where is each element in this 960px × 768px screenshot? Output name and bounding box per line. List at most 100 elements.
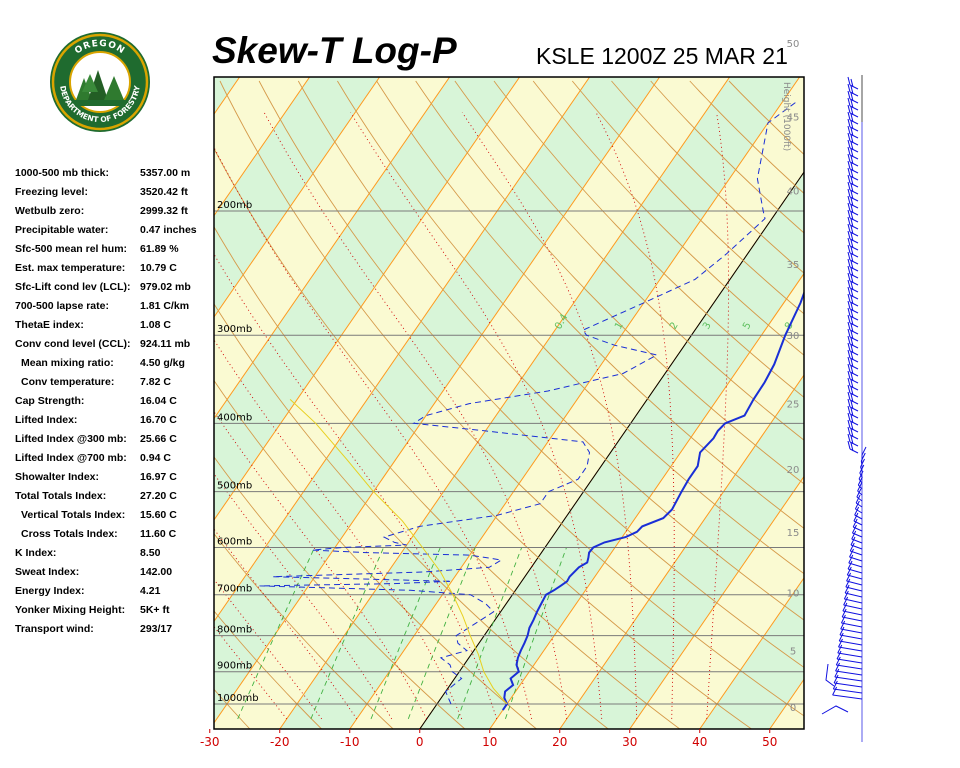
temperature-band bbox=[214, 77, 730, 729]
stat-value: 1.81 C/km bbox=[140, 300, 190, 312]
wind-barb bbox=[850, 190, 854, 200]
stat-row: Lifted Index @300 mb: 25.66 C bbox=[15, 433, 215, 452]
stat-row: K Index: 8.50 bbox=[15, 547, 215, 566]
stat-label: Est. max temperature: bbox=[15, 262, 126, 274]
pressure-label: 700mb bbox=[217, 584, 252, 595]
wind-barb bbox=[852, 524, 857, 534]
height-tick-label: 45 bbox=[787, 113, 800, 124]
stat-row: Showalter Index: 16.97 C bbox=[15, 471, 215, 490]
wind-barb bbox=[849, 343, 859, 349]
stat-row: Transport wind: 293/17 bbox=[15, 623, 215, 642]
wind-barb bbox=[847, 405, 851, 415]
wind-barb bbox=[849, 336, 859, 342]
wind-barb bbox=[849, 413, 859, 419]
wind-barb bbox=[850, 330, 854, 340]
stat-value: 142.00 bbox=[140, 566, 173, 578]
stat-value: 293/17 bbox=[140, 623, 173, 635]
wind-barb bbox=[850, 428, 854, 438]
plot-area: 0.4 1 2 3 5 8 bbox=[0, 77, 804, 729]
wind-barb bbox=[850, 85, 854, 95]
wind-barb bbox=[853, 520, 863, 526]
wind-barb bbox=[849, 294, 859, 300]
dry-adiabat bbox=[337, 80, 804, 575]
wind-barb bbox=[850, 281, 854, 291]
wind-barb bbox=[845, 578, 851, 588]
stat-row: Vertical Totals Index: 15.60 C bbox=[15, 509, 215, 528]
wind-barb bbox=[842, 616, 863, 622]
wind-barb bbox=[843, 596, 849, 606]
wind-barb bbox=[849, 301, 859, 307]
stat-value: 5K+ ft bbox=[140, 604, 170, 616]
stat-label: Freezing level: bbox=[15, 186, 88, 198]
station-time-subtitle: KSLE 1200Z 25 MAR 21 bbox=[536, 43, 788, 69]
stat-value: 16.97 C bbox=[140, 471, 177, 483]
wind-barb bbox=[849, 203, 859, 209]
wind-barb bbox=[850, 78, 854, 88]
wind-barb bbox=[847, 251, 851, 261]
moist-adiabat bbox=[706, 112, 729, 719]
wind-barb bbox=[849, 182, 859, 188]
stat-label: Sfc-500 mean rel hum: bbox=[15, 243, 128, 255]
dry-adiabat bbox=[571, 80, 804, 315]
stat-row: ThetaE index: 1.08 C bbox=[15, 319, 215, 338]
wind-barb bbox=[849, 542, 855, 552]
stat-row: Total Totals Index: 27.20 C bbox=[15, 490, 215, 509]
wind-barb bbox=[849, 308, 859, 314]
zero-isotherm-line bbox=[419, 171, 804, 729]
wind-barb bbox=[835, 670, 863, 676]
stat-value: 16.70 C bbox=[140, 414, 177, 426]
wind-barb bbox=[850, 351, 854, 361]
wind-barb bbox=[847, 314, 851, 324]
stat-label: Lifted Index: bbox=[15, 414, 78, 426]
stat-value: 924.11 mb bbox=[140, 338, 191, 350]
wind-barb bbox=[847, 160, 851, 170]
wind-barb bbox=[847, 167, 851, 177]
dry-adiabat bbox=[376, 80, 804, 529]
stat-label: Precipitable water: bbox=[15, 224, 109, 236]
wind-barb bbox=[850, 148, 854, 158]
wind-barb bbox=[854, 506, 860, 516]
wind-barb bbox=[849, 217, 859, 223]
wind-barb bbox=[850, 120, 854, 130]
wind-barb bbox=[857, 490, 863, 496]
mixing-ratio-label: 3 bbox=[701, 320, 714, 331]
wind-barb bbox=[847, 188, 851, 198]
wind-barb bbox=[821, 705, 849, 715]
wind-barb bbox=[847, 328, 851, 338]
wind-barb bbox=[847, 118, 851, 128]
dewpoint-profile bbox=[259, 101, 797, 705]
wind-barb bbox=[847, 307, 851, 317]
wind-barb bbox=[847, 426, 851, 436]
isotherm-line bbox=[0, 77, 30, 729]
wind-barb bbox=[847, 83, 851, 93]
wind-barb bbox=[847, 412, 851, 422]
stat-value: 1.08 C bbox=[140, 319, 171, 331]
dry-adiabat bbox=[454, 80, 804, 441]
temperature-band bbox=[279, 77, 800, 729]
stat-row: Wetbulb zero: 2999.32 ft bbox=[15, 205, 215, 224]
isotherm-line bbox=[214, 77, 381, 318]
stat-row: Mean mixing ratio: 4.50 g/kg bbox=[15, 357, 215, 376]
isotherm-line bbox=[629, 475, 804, 729]
dry-adiabat bbox=[611, 80, 804, 274]
mixing-ratio-line bbox=[457, 547, 523, 720]
pressure-label: 500mb bbox=[217, 481, 252, 492]
oregon-forestry-logo: OREGON DEPARTMENT OF FORESTRY bbox=[48, 30, 152, 134]
wind-barb bbox=[847, 202, 851, 212]
stat-row: Conv temperature: 7.82 C bbox=[15, 376, 215, 395]
dry-adiabat bbox=[493, 80, 804, 398]
wind-barb bbox=[847, 384, 851, 394]
x-tick-label: -30 bbox=[200, 735, 220, 749]
wind-barb bbox=[844, 584, 850, 594]
wind-barb bbox=[847, 342, 851, 352]
wind-barb bbox=[849, 280, 859, 286]
stat-row: Lifted Index @700 mb: 0.94 C bbox=[15, 452, 215, 471]
height-tick-label: 35 bbox=[787, 260, 800, 271]
wind-barb bbox=[850, 536, 856, 546]
wind-barb bbox=[846, 572, 852, 582]
wind-barb bbox=[840, 628, 863, 634]
wind-barb bbox=[836, 650, 842, 660]
wind-barb bbox=[855, 502, 863, 508]
dry-adiabat bbox=[214, 147, 752, 729]
wind-barb bbox=[849, 399, 859, 405]
